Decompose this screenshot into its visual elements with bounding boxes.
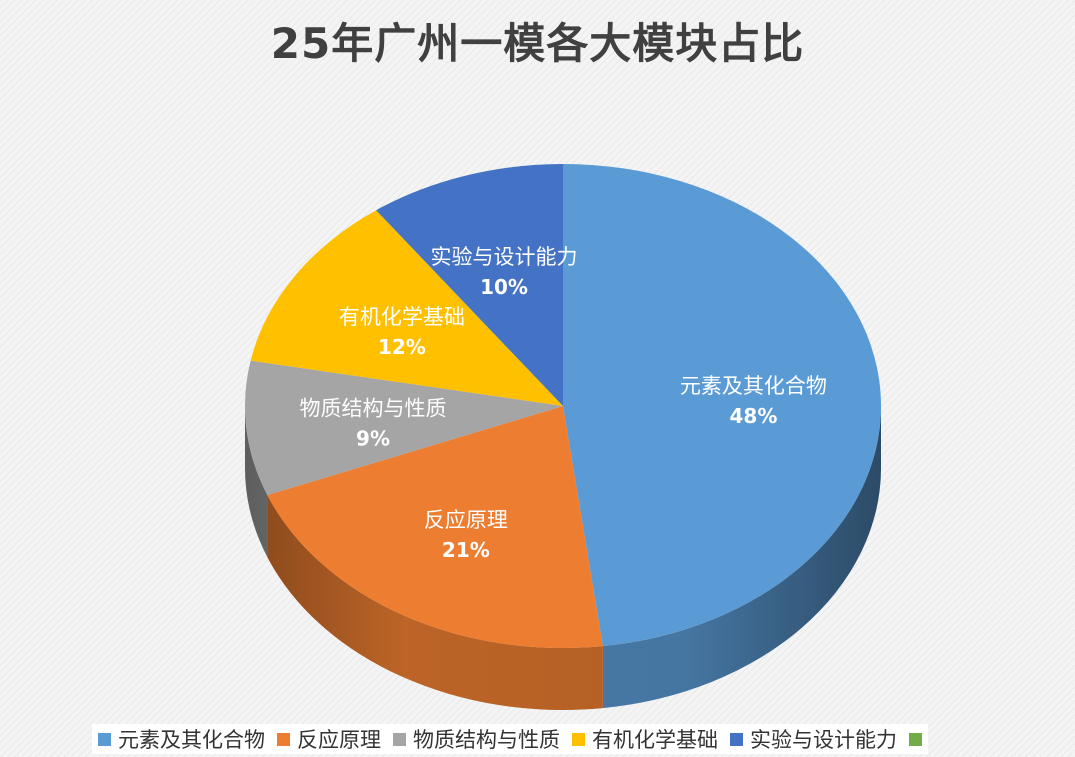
- legend-item-6: [909, 732, 922, 746]
- legend-label: 实验与设计能力: [750, 728, 897, 752]
- legend-swatch: [730, 732, 743, 746]
- data-label-value-3: 9%: [356, 427, 390, 451]
- legend: 元素及其化合物 反应原理 物质结构与性质 有机化学基础 实验与设计能力: [92, 724, 928, 754]
- data-label-category-4: 有机化学基础: [339, 305, 465, 329]
- pie-slice-3: [245, 360, 563, 496]
- legend-label: 反应原理: [297, 728, 381, 752]
- pie-slice-1: [563, 164, 881, 647]
- data-label-value-5: 10%: [480, 275, 528, 299]
- legend-label: 元素及其化合物: [118, 728, 265, 752]
- chart-title: 25年广州一模各大模块占比: [270, 19, 805, 68]
- pie-slice-2: [267, 406, 603, 648]
- data-label-category-2: 反应原理: [424, 508, 508, 532]
- pie-top-faces: [245, 164, 881, 648]
- data-label-category-5: 实验与设计能力: [431, 245, 578, 269]
- pie-data-labels: 元素及其化合物 48% 反应原理 21% 物质结构与性质 9% 有机化学基础 12% 实验与设计…: [300, 245, 827, 562]
- legend-item-4: 有机化学基础: [572, 724, 718, 754]
- legend-swatch: [277, 732, 290, 746]
- pie-side-shading: [245, 406, 881, 710]
- legend-label: 物质结构与性质: [413, 728, 560, 752]
- legend-swatch: [572, 732, 585, 746]
- data-label-value-2: 21%: [442, 538, 490, 562]
- legend-item-3: 物质结构与性质: [393, 724, 560, 754]
- data-label-category-3: 物质结构与性质: [300, 397, 447, 421]
- legend-item-1: 元素及其化合物: [98, 724, 265, 754]
- pie-slice-5: [376, 164, 563, 406]
- legend-item-2: 反应原理: [277, 724, 381, 754]
- legend-swatch: [393, 732, 406, 746]
- pie-slice-4: [250, 210, 563, 406]
- data-label-category-1: 元素及其化合物: [680, 374, 827, 398]
- data-label-value-4: 12%: [378, 335, 426, 359]
- legend-item-5: 实验与设计能力: [730, 724, 897, 754]
- legend-swatch: [98, 732, 111, 746]
- legend-swatch: [909, 732, 922, 746]
- data-label-value-1: 48%: [729, 404, 777, 428]
- legend-label: 有机化学基础: [592, 728, 718, 752]
